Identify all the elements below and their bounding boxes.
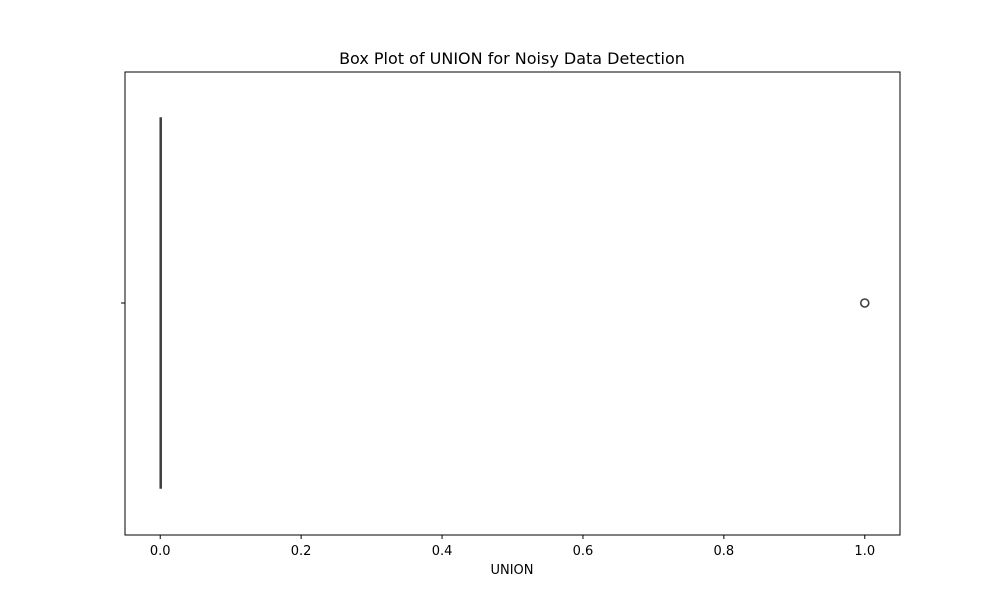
x-tick-label: 0.6 <box>573 544 594 559</box>
chart-title: Box Plot of UNION for Noisy Data Detecti… <box>339 49 685 68</box>
box-plot-group <box>159 117 870 489</box>
x-axis-label: UNION <box>490 563 533 578</box>
plot-frame <box>124 71 901 536</box>
x-tick-label: 1.0 <box>854 544 875 559</box>
x-tick-label: 0.2 <box>291 544 312 559</box>
outlier-point <box>859 298 870 308</box>
x-axis-ticks: 0.0 0.2 0.4 0.6 0.8 1.0 <box>150 535 875 559</box>
x-tick-label: 0.4 <box>432 544 453 559</box>
x-tick-label: 0.8 <box>714 544 735 559</box>
x-tick-label: 0.0 <box>150 544 171 559</box>
